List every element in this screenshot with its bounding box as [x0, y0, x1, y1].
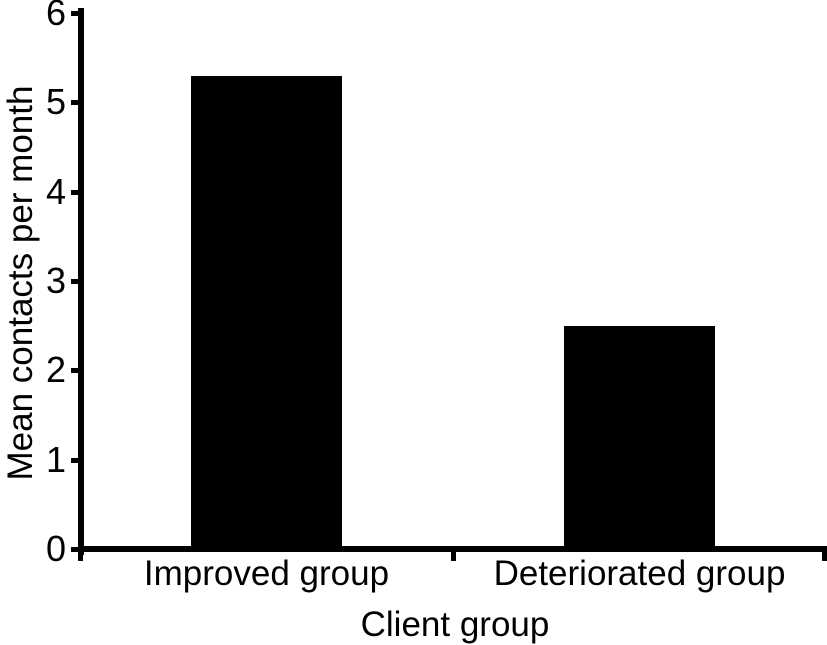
y-axis-tick [71, 100, 80, 106]
x-category-label: Improved group [143, 554, 390, 593]
y-tick-label: 0 [45, 528, 66, 569]
y-axis-tick [71, 11, 80, 16]
y-tick-label: 5 [45, 81, 66, 123]
bar-improved-group [191, 75, 342, 552]
y-axis-line [78, 8, 84, 555]
y-tick-label: 2 [45, 349, 66, 391]
y-axis-tick [71, 547, 80, 552]
y-axis-tick [71, 279, 80, 284]
y-tick-label: 1 [45, 438, 66, 480]
y-tick-label: 6 [45, 0, 66, 33]
y-tick-label: 4 [45, 170, 66, 212]
x-category-label: Deteriorated group [493, 554, 786, 593]
x-axis-tick [822, 552, 827, 561]
x-axis-tick [78, 552, 83, 561]
x-axis-title: Client group [360, 605, 550, 644]
x-axis-line [78, 546, 827, 552]
y-axis-tick [71, 457, 80, 463]
y-axis-tick [71, 368, 80, 374]
y-tick-label: 3 [45, 260, 66, 301]
x-axis-tick [451, 552, 456, 561]
y-axis-tick [71, 189, 80, 195]
bar-deteriorated-group [564, 325, 715, 552]
